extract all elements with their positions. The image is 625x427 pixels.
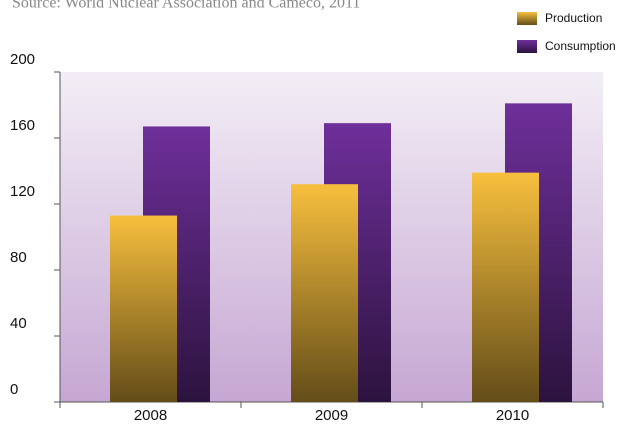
x-tick-label: 2010 [496, 407, 529, 424]
x-tick-label: 2008 [134, 407, 167, 424]
y-tick-label: 120 [10, 183, 35, 200]
y-tick-label: 40 [10, 315, 27, 332]
y-tick-label: 80 [10, 249, 27, 266]
x-tick-label: 2009 [315, 407, 348, 424]
bar-shade [291, 184, 358, 402]
y-tick-label: 200 [10, 51, 35, 68]
source: Source: World Nuclear Association and Ca… [12, 0, 360, 12]
legend-label: Consumption [545, 39, 616, 53]
legend-swatch-shade [517, 12, 537, 25]
y-tick-label: 0 [10, 381, 18, 398]
legend-label: Production [545, 11, 602, 25]
bar-shade [472, 172, 539, 402]
y-tick-label: 160 [10, 117, 35, 134]
bar-shade [110, 215, 177, 402]
legend-swatch-shade [517, 40, 537, 53]
